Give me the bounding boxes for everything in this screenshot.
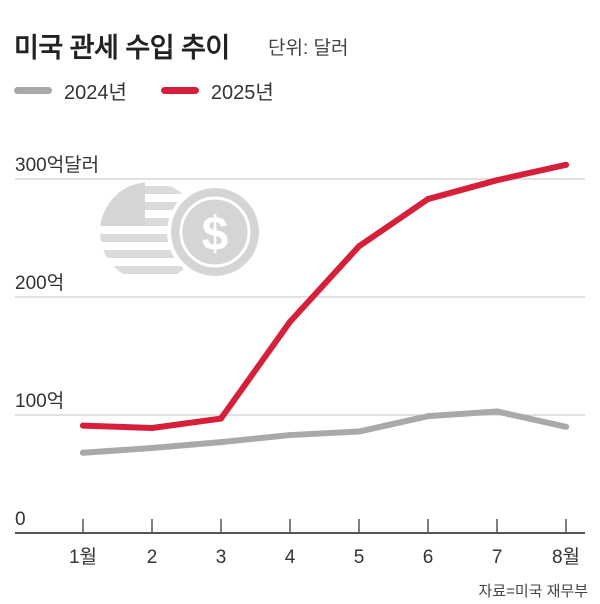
- y-tick-label: 100억: [15, 390, 64, 412]
- data-point: [80, 449, 86, 456]
- legend-item-2024: 2024년: [14, 76, 127, 105]
- data-point: [218, 439, 224, 446]
- x-tick-label: 3: [216, 547, 227, 568]
- data-point: [80, 422, 86, 429]
- legend-swatch-2024: [14, 87, 52, 94]
- chart-title: 미국 관세 수입 추이: [14, 33, 230, 63]
- series-line-2024: [80, 408, 569, 456]
- legend-label-2024: 2024년: [64, 82, 127, 104]
- data-point: [494, 177, 500, 184]
- series-line-2025: [80, 161, 569, 431]
- x-tick-label: 7: [492, 547, 503, 568]
- flag-dollar-icon: $: [100, 182, 263, 282]
- x-tick-label: 4: [285, 547, 296, 568]
- y-tick-label: 0: [15, 509, 26, 530]
- data-point: [425, 413, 431, 420]
- data-point: [149, 424, 155, 431]
- y-tick-label: 300억달러: [15, 154, 99, 176]
- source-note: 자료=미국 재무부: [478, 583, 588, 600]
- data-point: [287, 318, 293, 325]
- data-point: [494, 408, 500, 415]
- y-tick-label: 200억: [15, 272, 64, 294]
- data-point: [425, 196, 431, 203]
- data-point: [356, 428, 362, 435]
- data-point: [563, 161, 569, 168]
- legend-item-2025: 2025년: [160, 76, 274, 105]
- x-tick-label: 6: [423, 547, 434, 568]
- data-point: [149, 445, 155, 452]
- data-point: [356, 243, 362, 250]
- x-tick-label: 2: [147, 547, 158, 568]
- x-tick-label: 8월: [552, 546, 580, 568]
- legend-swatch-2025: [160, 87, 199, 94]
- unit-label: 단위: 달러: [268, 38, 349, 59]
- data-point: [218, 415, 224, 422]
- x-tick-label: 1월: [69, 546, 97, 568]
- data-point: [563, 423, 569, 430]
- x-tick-label: 5: [354, 547, 365, 568]
- legend-label-2025: 2025년: [210, 82, 274, 104]
- legend: 2024년 2025년: [14, 76, 308, 105]
- data-point: [287, 432, 293, 439]
- svg-text:$: $: [202, 208, 229, 261]
